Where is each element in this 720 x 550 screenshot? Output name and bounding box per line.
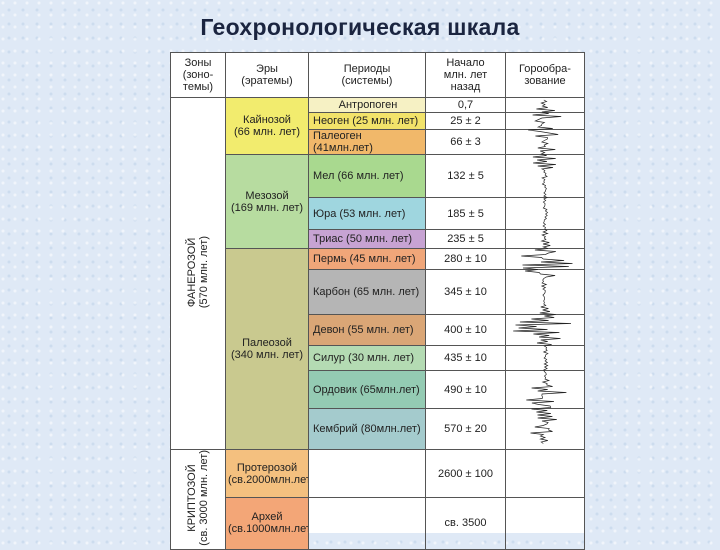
table-row: Архей (св.1000млн.лет) св. 3500 bbox=[171, 497, 585, 550]
era-cell: Протерозой (св.2000млн.лет) bbox=[225, 448, 309, 499]
geochronological-table-wrap: Зоны (зоно- темы) Эры (эратемы) Периоды (с… bbox=[170, 52, 585, 550]
mountain-cell bbox=[505, 248, 585, 270]
column-header: Начало млн. лет назад bbox=[425, 52, 506, 98]
era-cell: Архей (св.1000млн.лет) bbox=[225, 497, 309, 550]
period-cell: Силур (30 млн. лет) bbox=[308, 345, 426, 371]
mountain-cell bbox=[505, 197, 585, 230]
column-header: Зоны (зоно- темы) bbox=[170, 52, 226, 98]
start-cell: 435 ± 10 bbox=[425, 345, 506, 371]
column-header: Периоды (системы) bbox=[308, 52, 426, 98]
start-cell: 132 ± 5 bbox=[425, 154, 506, 198]
table-row: Кембрий (80млн.лет) 570 ± 20 bbox=[171, 408, 585, 450]
mountain-cell bbox=[505, 497, 585, 550]
header-row: Зоны (зоно- темы) Эры (эратемы) Периоды (с… bbox=[170, 52, 585, 98]
period-cell: Юра (53 млн. лет) bbox=[308, 197, 426, 230]
start-cell: 185 ± 5 bbox=[425, 197, 506, 230]
table-row: Мезозой (169 млн. лет) Мел (66 млн. лет) 1… bbox=[171, 154, 585, 249]
mountain-cell bbox=[505, 154, 585, 198]
mountain-cell bbox=[505, 408, 585, 450]
start-cell: 66 ± 3 bbox=[425, 129, 506, 155]
table-row: Палеозой (340 млн. лет) Пермь (45 млн. ле… bbox=[171, 248, 585, 450]
era-cell: Мезозой (169 млн. лет) bbox=[225, 154, 309, 249]
start-cell: 570 ± 20 bbox=[425, 408, 506, 450]
period-cell: Неоген (25 млн. лет) bbox=[308, 112, 426, 130]
period-cell: Мел (66 млн. лет) bbox=[308, 154, 426, 198]
period-cell: Карбон (65 млн. лет) bbox=[308, 269, 426, 315]
start-cell: 345 ± 10 bbox=[425, 269, 506, 315]
table-row: КРИПТОЗОЙ (св. 3000 млн. лет) Протерозой … bbox=[170, 448, 585, 550]
start-cell: св. 3500 bbox=[425, 497, 506, 550]
era-cell: Палеозой (340 млн. лет) bbox=[225, 248, 309, 450]
zone-label: ФАНЕРОЗОЙ (570 млн. лет) bbox=[186, 235, 210, 309]
period-cell: Пермь (45 млн. лет) bbox=[308, 248, 426, 270]
start-cell: 235 ± 5 bbox=[425, 229, 506, 249]
mountain-cell bbox=[505, 97, 585, 113]
period-cell: Ордовик (65млн.лет) bbox=[308, 370, 426, 409]
mountain-cell bbox=[505, 345, 585, 371]
start-cell: 2600 ± 100 bbox=[425, 448, 506, 499]
mountain-cell bbox=[505, 370, 585, 409]
period-cell: Кембрий (80млн.лет) bbox=[308, 408, 426, 450]
column-header: Горообра- зование bbox=[505, 52, 585, 98]
mountain-cell bbox=[505, 112, 585, 130]
start-cell: 400 ± 10 bbox=[425, 314, 506, 346]
mountain-cell bbox=[505, 129, 585, 155]
zone-label: КРИПТОЗОЙ (св. 3000 млн. лет) bbox=[186, 450, 210, 546]
period-cell: Девон (55 млн. лет) bbox=[308, 314, 426, 346]
start-cell: 0,7 bbox=[425, 97, 506, 113]
table-row: Ордовик (65млн.лет) 490 ± 10 bbox=[171, 370, 585, 409]
era-cell: Кайнозой (66 млн. лет) bbox=[225, 97, 309, 155]
mountain-cell bbox=[505, 269, 585, 315]
column-header: Эры (эратемы) bbox=[225, 52, 309, 98]
period-cell: Палеоген (41млн.лет) bbox=[308, 129, 426, 155]
start-cell: 25 ± 2 bbox=[425, 112, 506, 130]
geochronological-table: Зоны (зоно- темы) Эры (эратемы) Периоды (с… bbox=[170, 52, 585, 550]
period-cell-empty bbox=[308, 497, 426, 550]
mountain-cell bbox=[505, 229, 585, 249]
zone-cell: КРИПТОЗОЙ (св. 3000 млн. лет) bbox=[170, 449, 226, 550]
table-row: ФАНЕРОЗОЙ (570 млн. лет) Кайнозой (66 млн… bbox=[170, 97, 585, 450]
period-cell: Триас (50 млн. лет) bbox=[308, 229, 426, 249]
start-cell: 490 ± 10 bbox=[425, 370, 506, 409]
zone-cell: ФАНЕРОЗОЙ (570 млн. лет) bbox=[170, 97, 226, 450]
title: Геохронологическая шкала bbox=[200, 14, 520, 40]
mountain-cell bbox=[505, 314, 585, 346]
start-cell: 280 ± 10 bbox=[425, 248, 506, 270]
period-cell-empty bbox=[308, 448, 426, 499]
mountain-cell bbox=[505, 448, 585, 499]
period-cell: Антропоген bbox=[308, 97, 426, 113]
